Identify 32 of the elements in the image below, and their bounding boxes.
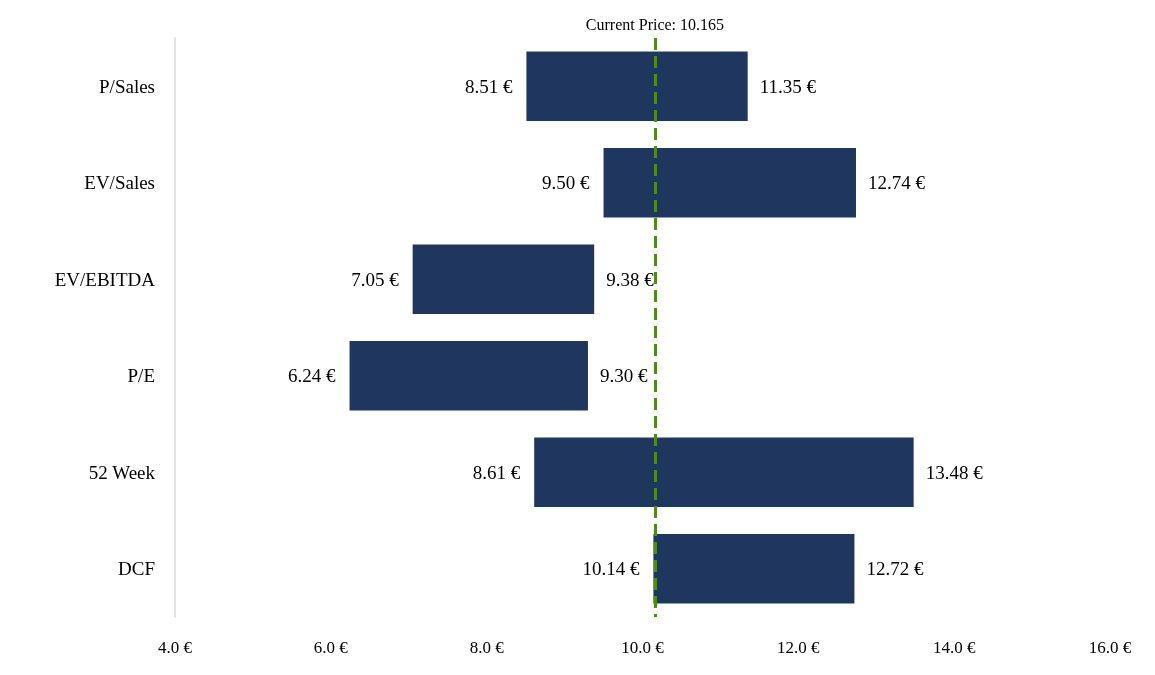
annotation: 6.24 € <box>288 365 337 387</box>
y-tick-label: EV/EBITDA <box>54 268 156 290</box>
x-tick-label: 12.0 € <box>777 638 821 657</box>
x-tick-label: 6.0 € <box>313 638 349 657</box>
bar <box>412 244 595 314</box>
y-tick-label: 52 Week <box>88 461 156 483</box>
data-label: 13.48 € <box>925 461 984 483</box>
ref-line-label: Current Price: 10.165 <box>585 15 725 33</box>
x-tick-label: 16.0 € <box>1088 638 1132 657</box>
x-tick-label: 8.0 € <box>469 638 505 657</box>
data-label: 9.38 € <box>606 268 655 290</box>
x-tick-label: 4.0 € <box>158 638 193 657</box>
bar <box>526 51 748 121</box>
data-label: 12.72 € <box>866 558 924 580</box>
y-tick-label: DCF <box>118 558 155 580</box>
annotation: 9.50 € <box>542 172 591 194</box>
data-label: 9.30 € <box>599 365 648 387</box>
annotation: 8.61 € <box>472 461 521 483</box>
bar <box>653 534 855 604</box>
annotation: 7.05 € <box>351 268 400 290</box>
bar <box>603 148 856 218</box>
data-label: 12.74 € <box>867 172 926 194</box>
y-tick-label: EV/Sales <box>84 172 155 194</box>
y-tick-label: P/E <box>127 365 155 387</box>
bar <box>349 341 588 411</box>
y-tick-label: P/Sales <box>99 75 155 97</box>
x-tick-label: 10.0 € <box>621 638 665 657</box>
annotation: 8.51 € <box>464 75 513 97</box>
x-tick-label: 14.0 € <box>932 638 976 657</box>
data-label: 11.35 € <box>759 75 817 97</box>
bar <box>534 437 914 507</box>
annotation: 10.14 € <box>582 558 640 580</box>
